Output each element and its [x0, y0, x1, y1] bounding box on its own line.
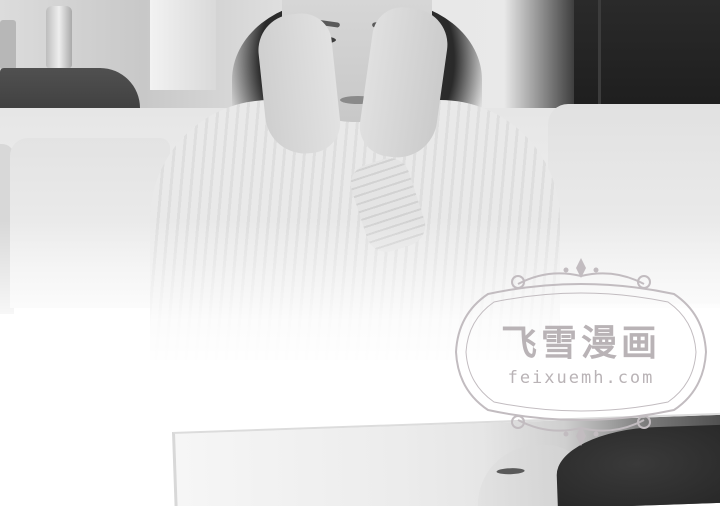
background-bottle: [0, 20, 16, 70]
background-bottle: [46, 6, 72, 68]
mouth: [340, 96, 376, 104]
watermark-frame-icon: [454, 258, 708, 446]
watermark: 飞雪漫画 feixuemh.com: [448, 254, 714, 450]
background-door-edge: [598, 0, 601, 110]
background-curtain: [150, 0, 216, 90]
watermark-url: feixuemh.com: [507, 368, 655, 388]
watermark-title: 飞雪漫画: [500, 323, 661, 364]
background-dark-wall: [574, 0, 720, 110]
